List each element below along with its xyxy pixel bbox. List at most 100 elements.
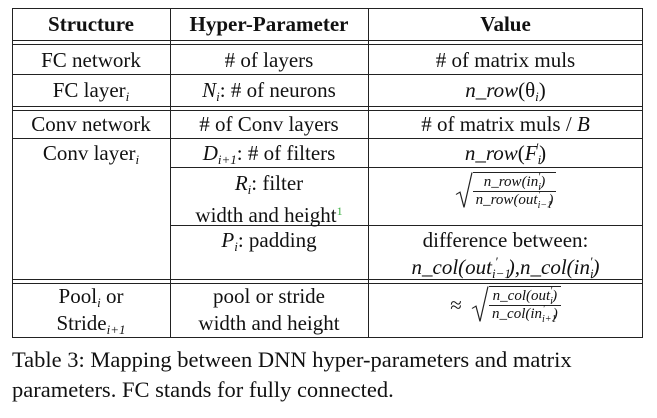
fc-network-structure: FC network: [41, 48, 141, 72]
pool-den-end: ): [552, 306, 558, 322]
pool-den-prime: ′: [542, 304, 545, 315]
conv-network-value-text: # of matrix muls /: [421, 112, 577, 136]
fc-layer-value: n_row(θi): [465, 78, 546, 104]
fraction-pool: n_col(outi′) n_col(ini+1′): [489, 286, 561, 325]
padding-expr-b: ),n_col(in: [507, 255, 590, 279]
conv-filters-param-text: : # of filters: [236, 141, 336, 165]
rule-header-bottom: [12, 40, 643, 41]
pool-label: Pool: [58, 284, 98, 308]
den-prime: ′: [538, 190, 541, 201]
fc-layer-value-arg: θ: [525, 78, 536, 102]
conv-padding-text: : padding: [237, 228, 317, 252]
pool-param-line1: pool or stride: [213, 284, 325, 308]
table-caption: Table 3: Mapping between DNN hyper-param…: [12, 347, 572, 402]
pool-num-end: ): [552, 288, 558, 304]
padding-expr-a-sub: i−1: [492, 266, 511, 281]
pool-structure-line2: Stridei+1: [12, 311, 170, 337]
rule-fc-layer: [12, 106, 643, 107]
conv-filters-value: n_row(Fi′): [464, 140, 547, 167]
conv-filters-value-func: n_row: [464, 141, 518, 165]
table-frame: [12, 8, 643, 338]
conv-layer-sub: i: [135, 152, 140, 167]
approx-symbol: ≈: [450, 292, 462, 317]
conv-padding-param: Pi: padding: [170, 228, 368, 254]
conv-padding-value: difference between: n_col(outi−1′),n_col…: [368, 228, 643, 281]
num-end: ): [540, 174, 546, 190]
conv-padding-value-line1: difference between:: [422, 228, 589, 252]
fraction-filter-size: n_row(ini′) n_row(outi−1′): [472, 172, 557, 211]
conv-filters-value-arg: F: [524, 141, 538, 165]
radical-icon: [455, 172, 473, 208]
pool-value: ≈ n_col(outi′) n_col(ini+1′): [368, 286, 643, 325]
pool-param-line2: width and height: [198, 311, 340, 335]
pool-or: or: [100, 284, 124, 308]
num-text: n_row(in: [483, 174, 539, 190]
conv-filters-value-sub-text: i: [537, 152, 542, 167]
conv-network-value: # of matrix muls / B: [368, 112, 643, 136]
radical-icon-pool: [471, 286, 489, 322]
den-sub: i−1: [537, 200, 553, 211]
conv-filters-value-sub: i: [538, 152, 542, 167]
fc-layer-sub: i: [125, 89, 130, 104]
conv-network-structure: Conv network: [31, 112, 151, 136]
pool-den-sub: i+1: [542, 314, 557, 325]
fc-layer-param-sub: i: [216, 89, 220, 104]
header-hyper-parameter: Hyper-Parameter: [189, 12, 349, 36]
conv-layer-structure: Conv layeri: [12, 141, 170, 167]
stride-label: Stride: [56, 311, 107, 335]
pool-den-text: n_col(in: [492, 306, 543, 322]
header-structure: Structure: [48, 12, 134, 36]
fc-layer-value-func: n_row: [465, 78, 519, 102]
rule-fc-network: [12, 74, 643, 75]
footnote-ref[interactable]: 1: [336, 204, 343, 218]
padding-expr-c: ): [592, 255, 600, 279]
conv-filter-size-var: R: [234, 171, 248, 195]
pool-num-prime: ′: [549, 286, 553, 297]
conv-filter-size-text: : filter: [251, 171, 304, 195]
conv-filters-param-sub: i+1: [217, 152, 237, 167]
pool-num-sub: i: [550, 296, 553, 307]
fraction-den: n_row(outi−1′): [473, 190, 557, 211]
sqrt-filter-size: n_row(ini′) n_row(outi−1′): [455, 172, 557, 211]
num-prime: ′: [538, 172, 541, 183]
sqrt-pool: n_col(outi′) n_col(ini+1′): [471, 286, 561, 325]
fc-layer-param-text: : # of neurons: [219, 78, 336, 102]
conv-filter-size-line2-text: width and height: [195, 203, 337, 227]
conv-filter-size-sub: i: [247, 182, 252, 197]
fc-network-param: # of layers: [224, 48, 314, 72]
conv-filters-param: Di+1: # of filters: [170, 141, 368, 167]
pool-sub: i: [97, 295, 101, 310]
fc-layer-label: FC layer: [52, 78, 126, 102]
rule-conv-padding: [12, 279, 643, 280]
pool-fraction-den: n_col(ini+1′): [489, 304, 561, 325]
num-sub: i: [538, 182, 542, 193]
conv-layer-label: Conv layer: [42, 141, 136, 165]
conv-padding-value-line2: n_col(outi−1′),n_col(ini′): [368, 254, 643, 281]
conv-padding-var: P: [221, 228, 235, 252]
fc-layer-param: Ni: # of neurons: [170, 78, 368, 104]
den-end: ): [548, 192, 554, 208]
rule-conv-filters: [170, 167, 643, 168]
pool-param: pool or stride width and height: [170, 284, 368, 335]
fc-layer-structure: FC layeri: [12, 78, 170, 104]
stride-sub: i+1: [106, 322, 126, 337]
den-text: n_row(out: [475, 192, 538, 208]
col-divider-2: [368, 8, 369, 338]
pool-num-text: n_col(out: [492, 288, 551, 304]
conv-padding-sub: i: [234, 239, 238, 254]
fc-network-value: # of matrix muls: [435, 48, 576, 72]
pool-structure-line1: Pooli or: [12, 284, 170, 310]
padding-expr-b-sub: i: [589, 266, 594, 281]
padding-expr-a-prime: ′: [494, 254, 498, 269]
conv-filters-param-var: D: [202, 141, 218, 165]
col-divider-1: [170, 8, 171, 338]
conv-filter-size-line2: width and height1: [170, 199, 368, 227]
conv-filter-size-value: n_row(ini′) n_row(outi−1′): [368, 172, 643, 211]
pool-structure: Pooli or Stridei+1: [12, 284, 170, 337]
rule-header-bottom-2: [12, 44, 643, 45]
rule-conv-padding-2: [12, 283, 643, 284]
rule-fc-layer-2: [12, 110, 643, 111]
fraction-num: n_row(ini′): [472, 172, 557, 193]
rule-conv-network: [12, 138, 643, 139]
header-value: Value: [480, 12, 531, 36]
